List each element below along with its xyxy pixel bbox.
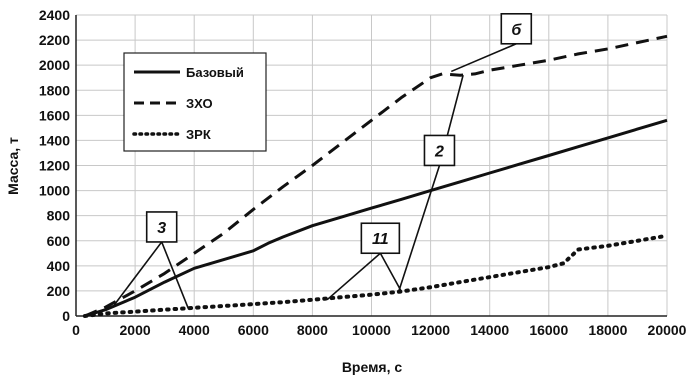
y-tick-label: 1200	[39, 158, 70, 174]
y-tick-label: 400	[47, 258, 71, 274]
callout-box	[145, 211, 178, 243]
y-tick-label: 1800	[39, 82, 70, 98]
y-tick-label: 1000	[39, 183, 70, 199]
y-tick-label: 2000	[39, 57, 70, 73]
x-tick-label: 12000	[411, 322, 450, 338]
x-tick-label: 14000	[470, 322, 509, 338]
callout-box	[360, 222, 401, 255]
y-tick-label: 1600	[39, 107, 70, 123]
callout-leader-line	[160, 241, 190, 309]
x-tick-label: 18000	[588, 322, 627, 338]
x-tick-label: 4000	[179, 322, 210, 338]
x-tick-label: 6000	[238, 322, 269, 338]
axes	[75, 15, 667, 317]
callout-label: 2	[434, 143, 444, 160]
callout-leader-line	[326, 252, 381, 301]
callout-leader-line	[379, 252, 402, 292]
y-tick-label: 600	[47, 233, 71, 249]
x-tick-label: 20000	[648, 322, 687, 338]
y-tick-label: 1400	[39, 132, 70, 148]
x-tick-label: 8000	[297, 322, 328, 338]
callout-label: б	[511, 22, 522, 39]
series-lines	[82, 34, 669, 318]
callout-label: 3	[157, 220, 166, 237]
x-tick-label: 2000	[120, 322, 151, 338]
y-tick-label: 2200	[39, 32, 70, 48]
callout-box	[423, 134, 456, 167]
callouts: 3 б 2 11	[113, 12, 533, 309]
series-line-base	[84, 118, 668, 318]
x-tick-label: 0	[72, 322, 80, 338]
y-axis-title: Масса, т	[5, 137, 21, 195]
legend-label-base: Базовый	[186, 65, 244, 80]
y-tick-labels: 0 200 400 600 800 1000 1200 1400 1600 1800 2000 220…	[39, 7, 70, 324]
y-tick-label: 200	[47, 283, 71, 299]
legend: Базовый ЗХО ЗРК	[123, 52, 267, 152]
y-tick-label: 0	[62, 308, 70, 324]
series-line-zho	[84, 34, 668, 318]
x-tick-labels: 0 2000 4000 6000 8000 10000 12000 14000 16000 180…	[72, 322, 687, 338]
callout-box	[500, 12, 533, 45]
y-tick-label: 2400	[39, 7, 70, 23]
legend-label-zrk: ЗРК	[186, 127, 211, 142]
callout-leader-line	[113, 241, 163, 306]
series-line-zrk	[82, 233, 669, 318]
x-tick-label: 16000	[529, 322, 568, 338]
callout-leader-line	[450, 43, 517, 73]
y-tick-label: 800	[47, 208, 71, 224]
callout-label: 11	[372, 231, 389, 248]
legend-label-zho: ЗХО	[186, 96, 213, 111]
x-tick-label: 10000	[352, 322, 391, 338]
callout-leader-line	[397, 165, 441, 294]
x-axis-title: Время, с	[342, 359, 403, 375]
